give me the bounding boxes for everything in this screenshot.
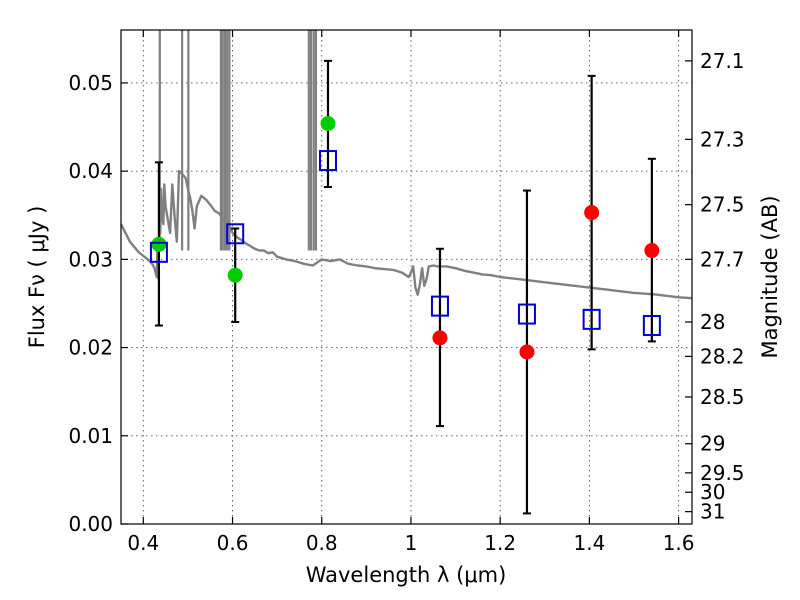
y-tick-label: 0.00 [68, 512, 113, 536]
y-tick-label: 0.04 [68, 159, 113, 183]
data-point-circle [432, 330, 448, 346]
x-tick-label: 0.8 [306, 531, 338, 555]
y-tick-label: 0.03 [68, 247, 113, 271]
right-axis-label: Magnitude (AB) [758, 195, 782, 358]
grid [121, 30, 692, 524]
x-tick-label: 1.6 [663, 531, 695, 555]
right-tick-label: 27.7 [700, 247, 745, 271]
data-points [149, 116, 661, 360]
y-axis-ticks: 0.00 0.01 0.02 0.03 0.04 0.05 [68, 71, 128, 536]
right-tick-label: 27.1 [700, 49, 745, 73]
data-point-circle [227, 267, 243, 283]
data-point-square [642, 315, 661, 337]
right-tick-label: 28 [700, 310, 725, 334]
x-tick-label: 1.4 [573, 531, 605, 555]
y-axis-label: Flux Fν ( μJy ) [25, 206, 49, 349]
x-tick-label: 0.6 [217, 531, 249, 555]
right-tick-label: 28.2 [700, 344, 745, 368]
sed-model-layer [121, 30, 692, 300]
data-point-square [430, 295, 449, 317]
data-point-circle [519, 344, 535, 360]
x-axis-label: Wavelength λ (μm) [306, 563, 507, 587]
y-tick-label: 0.05 [68, 71, 113, 95]
data-point-square [226, 223, 245, 245]
right-tick-label: 31 [700, 500, 725, 524]
right-tick-label: 27.5 [700, 193, 745, 217]
data-point-circle [644, 243, 660, 259]
data-point-circle [151, 236, 167, 252]
x-axis-ticks: 0.4 0.6 0.8 1 1.2 1.4 1.6 [127, 30, 695, 555]
data-point-square [149, 241, 168, 263]
data-point-square [582, 308, 601, 330]
y-tick-label: 0.02 [68, 336, 113, 360]
right-tick-label: 29 [700, 432, 725, 456]
x-tick-label: 1.2 [484, 531, 516, 555]
x-tick-label: 0.4 [127, 531, 159, 555]
right-tick-label: 27.3 [700, 127, 745, 151]
right-tick-label: 30 [700, 480, 725, 504]
right-tick-label: 29.5 [700, 461, 745, 485]
data-point-circle [584, 205, 600, 221]
data-point-circle [320, 116, 336, 132]
sed-model-line [121, 169, 692, 300]
y-tick-label: 0.01 [68, 424, 113, 448]
plot-frame [120, 29, 693, 525]
data-point-square [517, 303, 536, 325]
x-tick-label: 1 [405, 531, 418, 555]
data-point-square [318, 150, 337, 172]
right-tick-label: 28.5 [700, 385, 745, 409]
